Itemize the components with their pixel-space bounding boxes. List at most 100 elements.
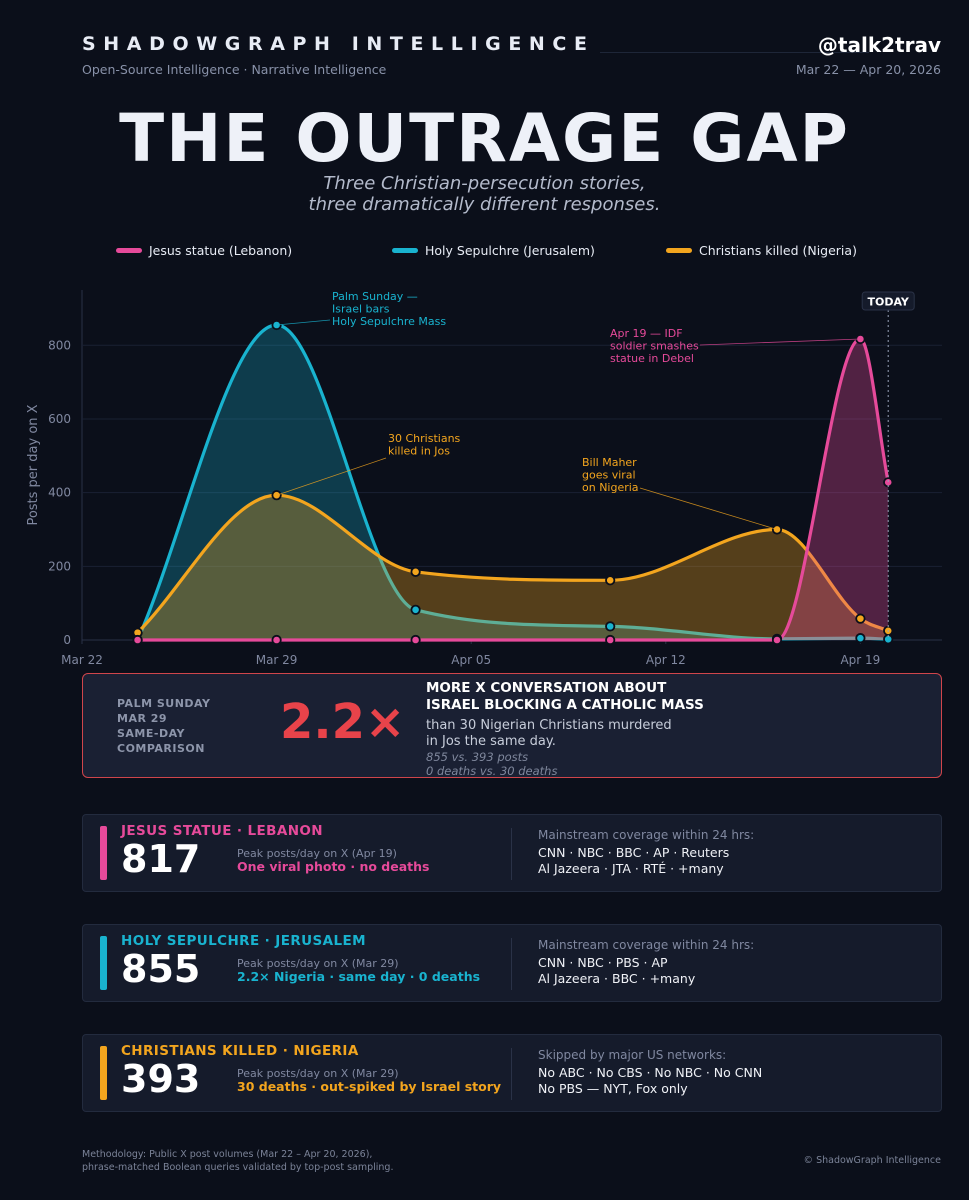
legend-item-sepulchre: Holy Sepulchre (Jerusalem): [392, 243, 595, 258]
stat-card-nigeria: CHRISTIANS KILLED · NIGERIA 393 Peak pos…: [82, 1034, 942, 1112]
callout-label: PALM SUNDAY MAR 29 SAME-DAY COMPARISON: [117, 696, 210, 756]
subtitle-line: three dramatically different responses.: [308, 194, 661, 215]
jesus-point: [771, 634, 783, 646]
annotation-text: Palm Sunday —: [332, 290, 418, 303]
callout-note: 855 vs. 393 posts 0 deaths vs. 30 deaths: [426, 750, 558, 778]
legend-label-jesus: Jesus statue (Lebanon): [149, 243, 293, 258]
annotation-text: on Nigeria: [582, 481, 639, 494]
legend-swatch-sepulchre: [392, 248, 418, 253]
sepulchre-point: [855, 633, 866, 644]
card-peak-number: 393: [121, 1057, 201, 1101]
card-divider: [511, 938, 512, 990]
annotation-text: Apr 19 — IDF: [610, 327, 683, 340]
x-tick-label: Mar 22: [61, 653, 103, 667]
card-accent-bar: [100, 826, 107, 880]
stat-card-sepulchre: HOLY SEPULCHRE · JERUSALEM 855 Peak post…: [82, 924, 942, 1002]
callout-label-line: MAR 29: [117, 712, 168, 725]
card-coverage-line: CNN · NBC · BBC · AP · Reuters: [538, 845, 730, 860]
callout-headline-line: MORE X CONVERSATION ABOUT: [426, 680, 667, 696]
annotation-text: 30 Christians: [388, 432, 461, 445]
card-title: HOLY SEPULCHRE · JERUSALEM: [121, 933, 366, 949]
card-title: CHRISTIANS KILLED · NIGERIA: [121, 1043, 359, 1059]
card-coverage-title: Mainstream coverage within 24 hrs:: [538, 828, 755, 842]
brand-subline: Open-Source Intelligence · Narrative Int…: [82, 62, 387, 77]
card-coverage-line: Al Jazeera · BBC · +many: [538, 971, 696, 986]
annotation-text: killed in Jos: [388, 445, 450, 458]
card-metric: Peak posts/day on X (Apr 19): [237, 847, 397, 860]
callout-body-line: than 30 Nigerian Christians murdered: [426, 718, 672, 733]
card-coverage-line: No ABC · No CBS · No NBC · No CNN: [538, 1065, 763, 1080]
sepulchre-point: [605, 621, 616, 632]
card-peak-number: 855: [121, 947, 201, 991]
card-divider: [511, 1048, 512, 1100]
card-coverage-line: Al Jazeera · JTA · RTÉ · +many: [538, 861, 724, 876]
card-title: JESUS STATUE · LEBANON: [121, 823, 323, 839]
annotation-text: Bill Maher: [582, 456, 637, 469]
card-coverage-title: Mainstream coverage within 24 hrs:: [538, 938, 755, 952]
methodology-line: phrase-matched Boolean queries validated…: [82, 1162, 394, 1173]
x-tick-label: Apr 12: [646, 653, 686, 667]
card-metric: Peak posts/day on X (Mar 29): [237, 1067, 399, 1080]
callout-headline: MORE X CONVERSATION ABOUT ISRAEL BLOCKIN…: [426, 680, 704, 714]
y-tick-label: 400: [48, 486, 71, 500]
callout-ratio: 2.2×: [280, 694, 406, 750]
today-badge: [861, 291, 915, 311]
callout-label-line: SAME-DAY: [117, 727, 186, 740]
nigeria-point: [410, 566, 421, 577]
annotation-leader: [699, 338, 861, 346]
today-label: TODAY: [867, 296, 909, 309]
nigeria-point: [605, 575, 616, 586]
jesus-area: [137, 339, 889, 640]
card-divider: [511, 828, 512, 880]
card-coverage-title: Skipped by major US networks:: [538, 1048, 727, 1062]
card-coverage-line: CNN · NBC · PBS · AP: [538, 955, 668, 970]
callout-headline-line: ISRAEL BLOCKING A CATHOLIC MASS: [426, 697, 704, 713]
legend-label-nigeria: Christians killed (Nigeria): [699, 243, 857, 258]
annotation-text: goes viral: [582, 469, 636, 482]
legend-item-jesus: Jesus statue (Lebanon): [116, 243, 292, 258]
legend-item-nigeria: Christians killed (Nigeria): [666, 243, 857, 258]
x-tick-label: Apr 19: [840, 653, 880, 667]
legend-swatch-jesus: [116, 248, 142, 253]
card-metric: Peak posts/day on X (Mar 29): [237, 957, 399, 970]
x-tick-label: Apr 05: [451, 653, 491, 667]
comparison-callout: PALM SUNDAY MAR 29 SAME-DAY COMPARISON 2…: [82, 673, 942, 778]
callout-note-line: 855 vs. 393 posts: [426, 750, 529, 764]
author-handle[interactable]: @talk2trav: [817, 33, 941, 57]
x-tick-label: Mar 29: [256, 653, 298, 667]
posts-area-chart: 0 200 400 600 800 Mar 22 Mar 29 Apr 05 Apr 12 Apr…: [26, 290, 942, 667]
card-accent-bar: [100, 936, 107, 990]
annotation-text: Israel bars: [332, 303, 390, 316]
page-title: THE OUTRAGE GAP: [119, 100, 850, 177]
jesus-point: [271, 634, 282, 646]
jesus-point: [605, 634, 616, 646]
card-detail: One viral photo · no deaths: [237, 859, 430, 874]
callout-note-line: 0 deaths vs. 30 deaths: [426, 763, 558, 778]
copyright: © ShadowGraph Intelligence: [803, 1155, 941, 1166]
nigeria-line: [136, 493, 890, 635]
callout-body-line: in Jos the same day.: [426, 734, 556, 749]
nigeria-area: [137, 495, 889, 640]
y-tick-label: 800: [48, 338, 71, 352]
y-tick-label: 600: [48, 412, 71, 426]
legend-swatch-nigeria: [666, 248, 692, 253]
annotation-leader: [639, 487, 778, 530]
nigeria-point: [771, 524, 783, 535]
jesus-point: [132, 634, 143, 646]
sepulchre-line: [136, 323, 890, 642]
nigeria-point: [855, 613, 866, 624]
date-range: Mar 22 — Apr 20, 2026: [795, 62, 941, 77]
card-detail: 30 deaths · out-spiked by Israel story: [237, 1079, 502, 1094]
annotation-text: statue in Debel: [610, 352, 694, 365]
y-tick-label: 200: [48, 559, 71, 573]
legend-label-sepulchre: Holy Sepulchre (Jerusalem): [425, 243, 595, 258]
callout-label-line: COMPARISON: [117, 742, 205, 755]
brand-name: SHADOWGRAPH INTELLIGENCE: [82, 33, 595, 55]
card-accent-bar: [100, 1046, 107, 1100]
annotation-text: Holy Sepulchre Mass: [332, 315, 446, 328]
annotation-leader: [276, 457, 387, 496]
nigeria-point: [271, 490, 282, 501]
stat-card-jesus: JESUS STATUE · LEBANON 817 Peak posts/da…: [82, 814, 942, 892]
callout-body: than 30 Nigerian Christians murdered in …: [426, 718, 672, 750]
subtitle-line: Three Christian-persecution stories,: [323, 173, 646, 194]
